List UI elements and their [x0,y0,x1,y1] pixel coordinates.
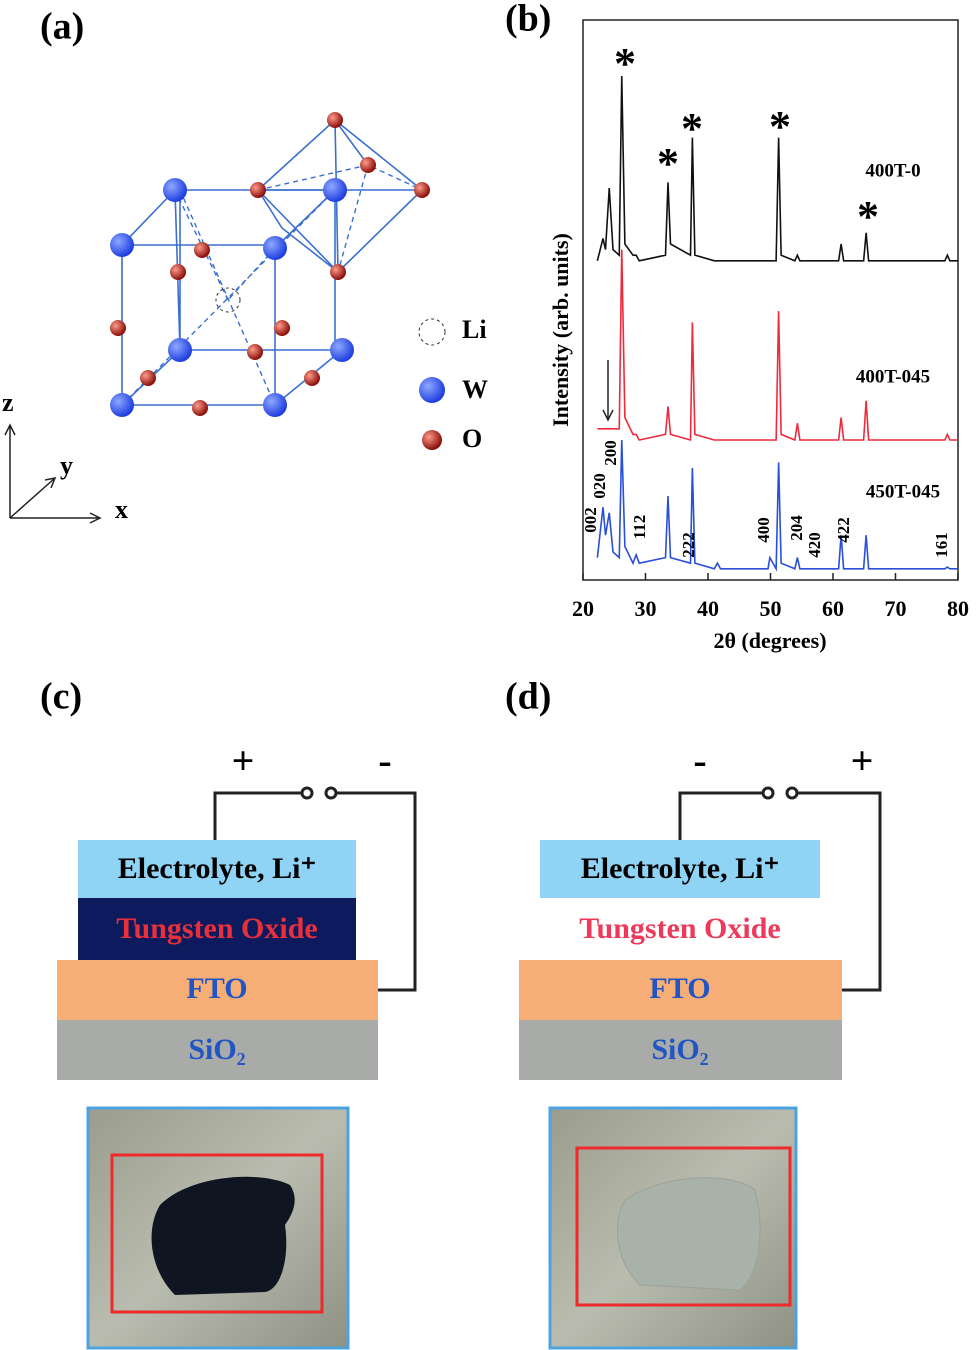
x-tick-label: 80 [947,596,969,621]
peak-label: 020 [590,473,609,499]
axis-label: z [2,388,14,417]
layer-label: FTO [186,972,247,1005]
peak-label: 400 [754,517,773,543]
layer-label: FTO [649,972,710,1005]
peak-label: 422 [834,517,853,543]
terminal: - [378,738,391,783]
peak-label: 420 [805,532,824,558]
x-tick-label: 60 [822,596,844,621]
panel-label: (c) [40,676,82,718]
peak-star: * [614,39,636,88]
layer-label: SiO₂ [188,1033,245,1066]
arrow [602,360,614,422]
crystal-structure [4,112,446,524]
panel-label: (b) [505,0,551,40]
legend-label: O [462,424,482,453]
peak-star: * [657,139,679,188]
y-axis-title: Intensity (arb. units) [548,233,573,427]
legend-label: W [462,375,488,404]
terminal: - [693,738,706,783]
terminal: + [232,738,255,783]
panel-label: (a) [40,6,84,48]
axis-label: y [60,451,73,480]
device-d [519,786,882,1350]
layer-label: Electrolyte, Li⁺ [581,852,780,885]
peak-label: 204 [787,515,806,541]
series-label: 400T-0 [865,160,920,181]
layer-label: Tungsten Oxide [116,912,317,945]
x-tick-label: 50 [760,596,782,621]
peak-label: 200 [601,440,620,466]
peak-label: 222 [679,532,698,558]
x-tick-label: 30 [635,596,657,621]
series-label: 400T-045 [856,366,930,387]
layer-label: SiO₂ [651,1033,708,1066]
axis-label: x [115,495,128,524]
legend-label: Li [462,315,487,344]
peak-label: 161 [932,532,951,558]
peak-star: * [681,104,703,153]
x-tick-label: 70 [885,596,907,621]
peak-star: * [769,102,791,151]
peak-star: * [857,192,879,241]
series-label: 450T-045 [866,481,940,502]
x-tick-label: 20 [572,596,594,621]
layer-label: Tungsten Oxide [579,912,780,945]
device-c [57,786,417,1350]
peak-label: 002 [581,507,600,533]
xrd-chart: 2θ (degrees) Intensity (arb. units) 20 30… [548,19,969,653]
xrd-line [596,439,958,572]
layer-label: Electrolyte, Li⁺ [118,852,317,885]
x-axis-title: 2θ (degrees) [713,628,826,653]
terminal: + [851,738,874,783]
xrd-line [597,249,958,442]
panel-label: (d) [505,676,551,718]
peak-label: 112 [630,515,649,540]
x-tick-label: 40 [697,596,719,621]
xrd-line [596,75,958,262]
